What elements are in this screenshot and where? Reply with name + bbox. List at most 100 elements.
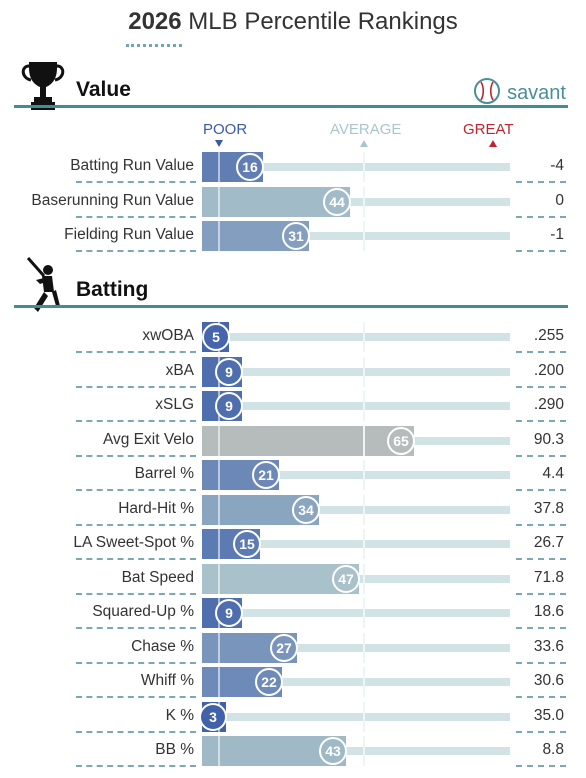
percentile-badge[interactable]: 3 <box>199 702 227 731</box>
metric-row[interactable]: K % 3 35.0 <box>0 700 586 734</box>
value-divider <box>516 420 566 422</box>
metric-row[interactable]: Fielding Run Value 31 -1 <box>0 219 586 253</box>
percentile-badge[interactable]: 34 <box>292 495 320 524</box>
metric-value: 4.4 <box>542 465 564 482</box>
metric-row[interactable]: xwOBA 5 .255 <box>0 320 586 354</box>
metric-row[interactable]: Batting Run Value 16 -4 <box>0 150 586 184</box>
baseline-line <box>218 632 220 663</box>
title-underline <box>126 41 182 47</box>
label-divider <box>76 250 196 252</box>
percentile-badge[interactable]: 43 <box>319 737 347 765</box>
value-divider <box>516 215 566 218</box>
average-line <box>363 632 365 663</box>
metric-label: Bat Speed <box>121 568 194 586</box>
baseline-line <box>218 186 220 217</box>
scale-marker-poor <box>215 140 223 147</box>
percentile-track <box>202 232 510 240</box>
label-divider <box>76 454 196 457</box>
value-divider <box>516 730 566 733</box>
percentile-badge[interactable]: 16 <box>236 153 264 181</box>
metric-row[interactable]: xBA 9 .200 <box>0 355 586 389</box>
percentile-badge[interactable]: 9 <box>215 357 243 386</box>
baseline-line <box>218 425 220 456</box>
metric-row[interactable]: Squared-Up % 9 18.6 <box>0 596 586 630</box>
percentile-badge[interactable]: 5 <box>202 323 230 351</box>
percentile-track <box>202 643 510 652</box>
metric-row[interactable]: Whiff % 22 30.6 <box>0 665 586 699</box>
label-divider <box>76 385 196 388</box>
metric-value: 71.8 <box>533 568 564 586</box>
average-line <box>363 186 365 217</box>
average-line <box>363 356 365 387</box>
metric-row[interactable]: Barrel % 21 4.4 <box>0 458 586 492</box>
page-title: 2026 MLB Percentile Rankings <box>0 8 586 36</box>
baseline-line <box>218 667 220 697</box>
label-divider <box>76 592 196 595</box>
value-divider <box>516 351 566 353</box>
value-divider <box>516 385 566 388</box>
value-divider <box>516 523 566 526</box>
label-divider <box>76 730 196 733</box>
metric-row[interactable]: Avg Exit Velo 65 90.3 <box>0 424 586 458</box>
percentile-badge[interactable]: 22 <box>255 668 283 696</box>
metric-label: xBA <box>165 361 194 379</box>
baseline-line <box>218 152 220 182</box>
average-line <box>363 221 365 251</box>
average-line <box>363 322 365 352</box>
metric-row[interactable]: xSLG 9 .290 <box>0 389 586 423</box>
label-divider <box>76 558 196 560</box>
savant-logo[interactable]: savant <box>473 77 566 110</box>
metric-row[interactable]: Hard-Hit % 34 37.8 <box>0 493 586 527</box>
percentile-badge[interactable]: 21 <box>252 461 280 489</box>
metric-row[interactable]: BB % 43 8.8 <box>0 734 586 768</box>
scale-marker-great <box>489 140 497 147</box>
metric-label: Chase % <box>131 637 194 655</box>
metric-row[interactable]: Baserunning Run Value 44 0 <box>0 185 586 219</box>
value-divider <box>516 558 566 560</box>
average-line <box>363 701 365 732</box>
title-text: MLB Percentile Rankings <box>188 8 458 35</box>
percentile-badge[interactable]: 9 <box>215 599 243 627</box>
value-divider <box>516 181 566 183</box>
label-divider <box>76 523 196 526</box>
label-divider <box>76 215 196 218</box>
baseline-line <box>218 736 220 766</box>
metric-label: Baserunning Run Value <box>31 191 194 209</box>
percentile-track <box>202 609 510 617</box>
percentile-badge[interactable]: 31 <box>282 222 310 250</box>
label-divider <box>76 489 196 491</box>
average-line <box>363 667 365 697</box>
scale-label-great: GREAT <box>463 121 514 138</box>
percentile-track <box>202 333 510 341</box>
percentile-badge[interactable]: 47 <box>332 564 360 593</box>
average-line <box>363 494 365 525</box>
percentile-badge[interactable]: 9 <box>215 392 243 420</box>
percentile-badge[interactable]: 15 <box>233 530 261 558</box>
metric-label: Squared-Up % <box>92 603 194 620</box>
metric-row[interactable]: Chase % 27 33.6 <box>0 631 586 665</box>
metric-row[interactable]: Bat Speed 47 71.8 <box>0 562 586 596</box>
percentile-track <box>202 505 510 514</box>
metric-label: K % <box>165 706 194 724</box>
scale-label-poor: POOR <box>203 121 248 138</box>
metric-label: xSLG <box>155 396 194 413</box>
section-title-value: Value <box>76 78 131 101</box>
trophy-icon <box>20 58 66 119</box>
label-divider <box>76 420 196 422</box>
value-divider <box>516 696 566 698</box>
metric-value: 37.8 <box>533 499 564 517</box>
baseball-icon <box>473 77 501 110</box>
metric-label: Avg Exit Velo <box>102 430 194 448</box>
average-line <box>363 152 365 182</box>
baseline-line <box>218 563 220 594</box>
metric-row[interactable]: LA Sweet-Spot % 15 26.7 <box>0 527 586 561</box>
percentile-badge[interactable]: 44 <box>323 187 351 216</box>
percentile-track <box>202 540 510 548</box>
scale-marker-average <box>360 140 368 147</box>
percentile-badge[interactable]: 27 <box>270 633 298 662</box>
percentile-badge[interactable]: 65 <box>387 426 415 455</box>
title-year: 2026 <box>128 8 182 35</box>
average-line <box>363 391 365 421</box>
metric-label: Hard-Hit % <box>118 499 194 517</box>
label-divider <box>76 627 196 629</box>
